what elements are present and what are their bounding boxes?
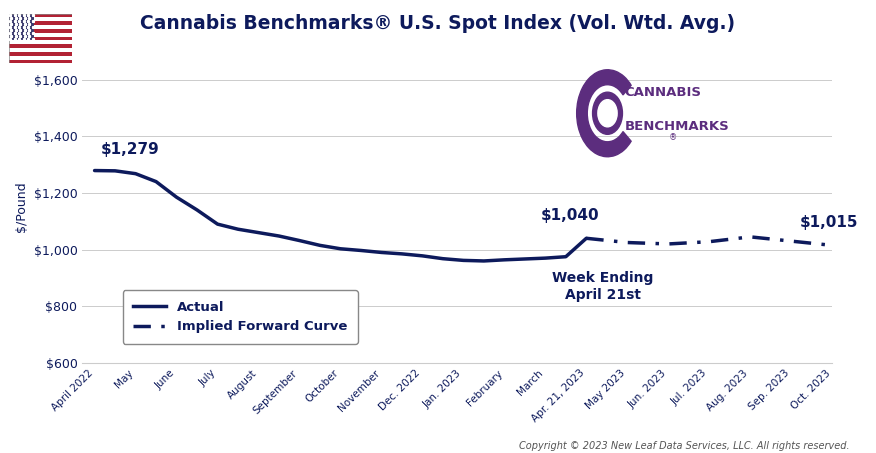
Bar xyxy=(9,40,72,44)
Bar xyxy=(9,60,72,63)
Bar xyxy=(9,14,72,17)
Text: Copyright © 2023 New Leaf Data Services, LLC. All rights reserved.: Copyright © 2023 New Leaf Data Services,… xyxy=(519,441,850,451)
Bar xyxy=(9,29,72,33)
Bar xyxy=(9,48,72,52)
Text: Cannabis Benchmarks® U.S. Spot Index (Vol. Wtd. Avg.): Cannabis Benchmarks® U.S. Spot Index (Vo… xyxy=(140,14,736,33)
Text: BENCHMARKS: BENCHMARKS xyxy=(625,120,730,133)
Bar xyxy=(9,25,72,29)
Bar xyxy=(9,37,72,40)
Text: $1,040: $1,040 xyxy=(541,208,600,223)
Circle shape xyxy=(597,100,617,127)
Bar xyxy=(9,44,72,48)
Bar xyxy=(9,33,72,37)
Y-axis label: $/Pound: $/Pound xyxy=(15,182,28,232)
Bar xyxy=(9,52,72,56)
Bar xyxy=(9,21,72,25)
Legend: Actual, Implied Forward Curve: Actual, Implied Forward Curve xyxy=(123,290,357,344)
Text: $1,015: $1,015 xyxy=(800,215,858,230)
Bar xyxy=(9,17,72,21)
Bar xyxy=(9,14,34,40)
Bar xyxy=(9,56,72,60)
Text: CANNABIS: CANNABIS xyxy=(625,87,702,99)
Text: Week Ending
April 21st: Week Ending April 21st xyxy=(552,271,653,302)
Wedge shape xyxy=(576,70,631,157)
Text: $1,279: $1,279 xyxy=(101,141,159,157)
Text: ®: ® xyxy=(668,133,677,142)
Circle shape xyxy=(592,92,623,134)
